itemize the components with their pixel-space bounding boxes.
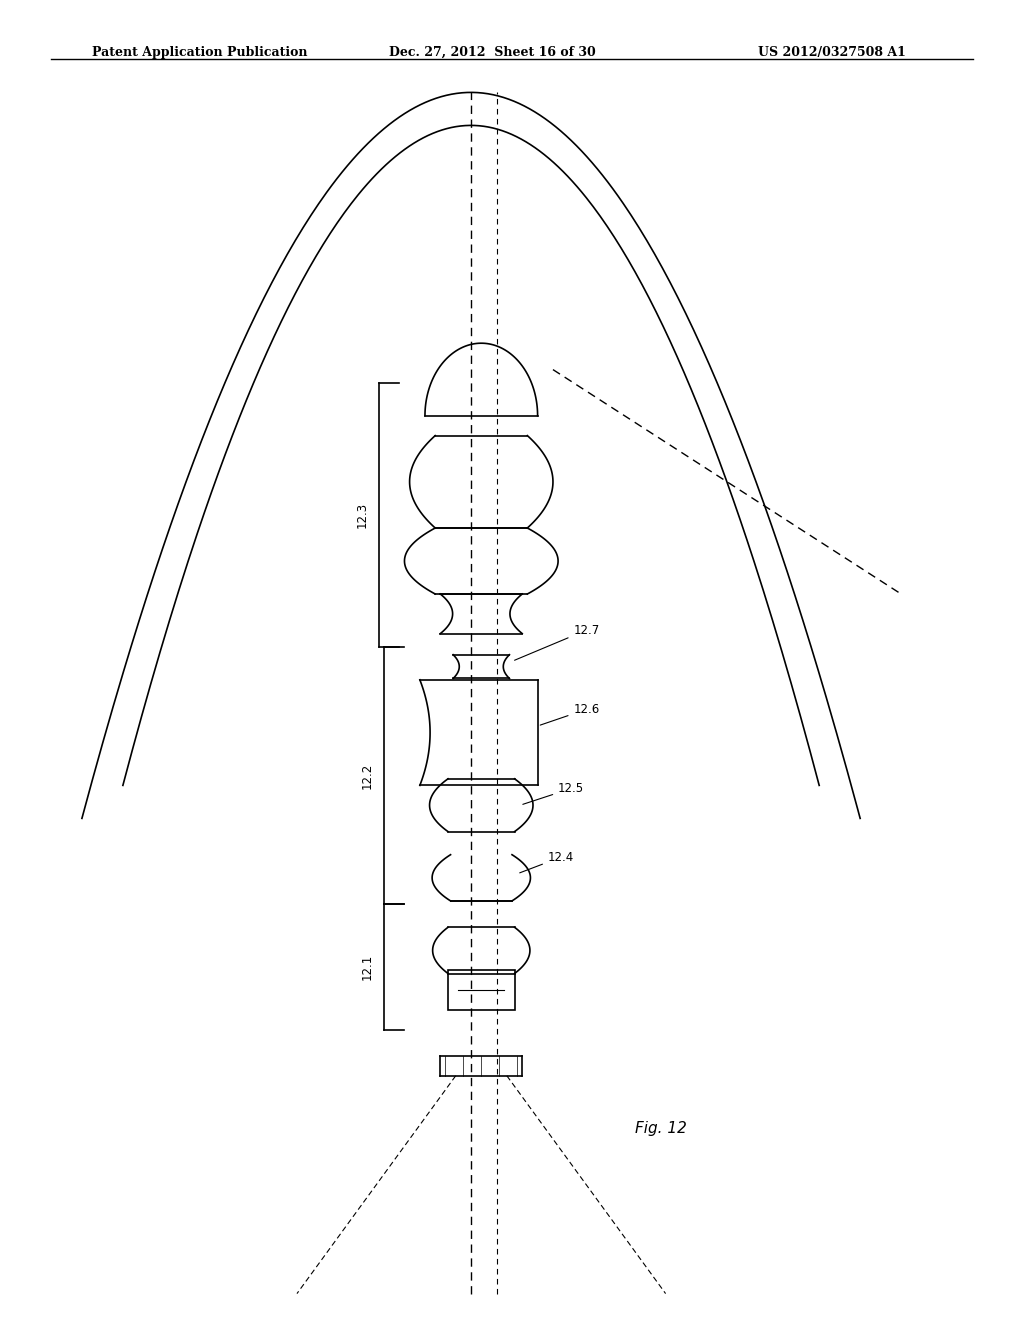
Text: 12.3: 12.3: [355, 502, 369, 528]
Text: 12.6: 12.6: [541, 702, 600, 725]
Text: Dec. 27, 2012  Sheet 16 of 30: Dec. 27, 2012 Sheet 16 of 30: [389, 46, 596, 59]
Text: 12.5: 12.5: [523, 781, 585, 804]
Text: 12.7: 12.7: [515, 623, 600, 660]
Text: 12.4: 12.4: [520, 850, 574, 873]
Bar: [449, 970, 514, 1010]
Text: 12.2: 12.2: [360, 763, 374, 788]
Text: Fig. 12: Fig. 12: [635, 1121, 687, 1137]
Text: 12.1: 12.1: [360, 954, 374, 979]
Text: US 2012/0327508 A1: US 2012/0327508 A1: [758, 46, 905, 59]
Text: Patent Application Publication: Patent Application Publication: [92, 46, 307, 59]
